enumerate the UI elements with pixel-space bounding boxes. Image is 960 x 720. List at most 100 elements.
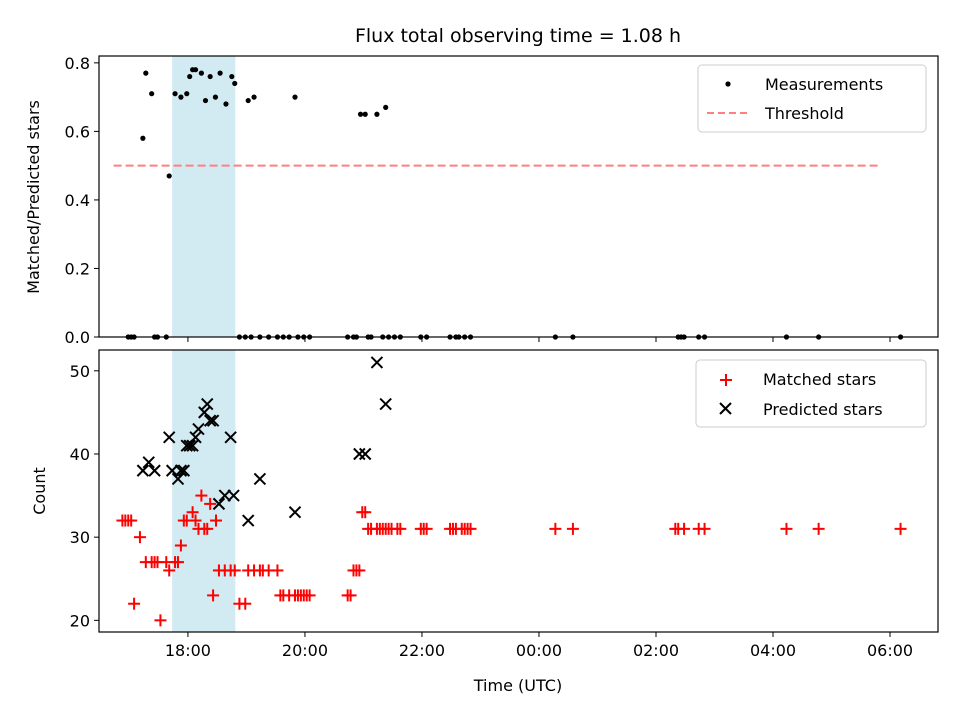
- predicted-stars-point: [201, 397, 214, 411]
- predicted-stars-point: [171, 472, 185, 486]
- legend-label-measurements: Measurements: [765, 75, 883, 94]
- measurements-point: [187, 73, 193, 80]
- measurements-point: [178, 94, 184, 100]
- measurements-point: [166, 173, 172, 179]
- legend-marker-predicted-stars: [719, 402, 732, 415]
- measurements-point: [362, 111, 368, 117]
- matched-stars-point: [195, 489, 208, 502]
- measurements-point: [232, 80, 238, 87]
- matched-stars-point: [171, 556, 184, 569]
- predicted-stars-point: [353, 447, 366, 461]
- bottom-legend-box: [695, 359, 927, 428]
- matched-stars-point: [239, 597, 252, 610]
- bottom-y-tick-label: 20: [70, 611, 90, 630]
- matched-stars-point: [420, 522, 433, 535]
- matched-stars-point: [464, 522, 477, 535]
- top-y-tick-label: 0.4: [65, 191, 90, 210]
- matched-stars-point: [353, 564, 366, 577]
- predicted-stars-point: [192, 422, 205, 436]
- top-y-tick-label: 0.8: [65, 54, 90, 73]
- measurements-point: [202, 97, 209, 104]
- measurements-point: [374, 111, 380, 117]
- predicted-stars-point: [165, 464, 179, 477]
- matched-stars-point: [549, 522, 562, 535]
- predicted-stars-point: [212, 497, 226, 511]
- bottom-x-ticks: 18:00 20:00 22:00 00:00 02:00 04:00 06:00: [165, 632, 913, 660]
- measurements-point: [229, 73, 235, 80]
- predicted-stars-point: [183, 439, 196, 452]
- matched-stars-point: [174, 539, 187, 552]
- legend-label-predicted-stars: Predicted stars: [763, 400, 883, 419]
- bottom-y-tick-label: 40: [70, 445, 90, 464]
- predicted-stars-point: [206, 414, 220, 427]
- predicted-stars-point: [227, 489, 240, 502]
- x-tick-label: 22:00: [399, 641, 445, 660]
- bottom-shaded-band-layer: [172, 350, 236, 632]
- predicted-stars-point: [241, 514, 255, 527]
- measurements-point: [149, 91, 155, 97]
- predicted-stars-point: [370, 356, 384, 369]
- measurements-point: [292, 94, 298, 100]
- measurements-point: [245, 97, 251, 104]
- predicted-stars-point: [189, 431, 202, 444]
- bottom-y-tick-label: 30: [70, 528, 90, 547]
- predicted-stars-point: [218, 489, 231, 502]
- matched-stars-point: [780, 522, 793, 535]
- bottom-series-layer: [116, 356, 907, 627]
- matched-stars-point: [678, 522, 691, 535]
- matched-stars-point: [812, 522, 825, 535]
- matched-stars-point: [154, 614, 167, 627]
- predicted-stars-point: [142, 456, 155, 469]
- bottom-axes-frame: [98, 349, 939, 633]
- top-panel: 0.00.20.40.60.8 Matched/Predicted stars …: [24, 54, 939, 347]
- x-tick-label: 20:00: [282, 641, 328, 660]
- predicted-stars-point: [379, 397, 392, 411]
- top-y-axis-label: Matched/Predicted stars: [24, 100, 43, 294]
- matched-stars-point: [133, 531, 146, 544]
- matched-stars-point: [894, 522, 907, 535]
- x-tick-label: 02:00: [633, 641, 679, 660]
- measurements-point: [198, 70, 204, 76]
- measurements-point: [383, 104, 389, 111]
- matched-stars-point: [359, 506, 372, 519]
- matched-stars-point: [210, 514, 223, 527]
- top-y-tick-label: 0.6: [65, 122, 90, 141]
- predicted-stars-point: [136, 464, 150, 477]
- predicted-stars-point: [177, 464, 191, 477]
- bottom-legend: Matched stars Predicted stars: [695, 359, 927, 428]
- x-tick-label: 04:00: [750, 641, 796, 660]
- matched-stars-point: [271, 564, 284, 577]
- matched-stars-point: [698, 522, 711, 535]
- measurements-point: [192, 67, 199, 73]
- top-legend: Measurements Threshold: [697, 64, 927, 133]
- matched-stars-point: [207, 589, 220, 602]
- predicted-stars-point: [174, 464, 188, 477]
- predicted-stars-point: [163, 431, 176, 444]
- measurements-point: [140, 135, 146, 141]
- predicted-stars-point: [288, 506, 302, 519]
- matched-stars-point: [566, 522, 579, 535]
- top-axes-frame: [98, 55, 939, 338]
- matched-stars-point: [125, 514, 138, 527]
- legend-label-threshold: Threshold: [764, 104, 844, 123]
- bottom-shaded-band: [172, 350, 236, 632]
- measurements-point: [143, 70, 149, 76]
- top-legend-box: [697, 64, 927, 133]
- matched-stars-point: [394, 522, 407, 535]
- matched-stars-point: [128, 597, 141, 610]
- x-tick-label: 06:00: [867, 641, 913, 660]
- chart-title: Flux total observing time = 1.08 h: [355, 25, 681, 47]
- matched-stars-point: [303, 589, 316, 602]
- matched-stars-point: [204, 497, 217, 510]
- x-tick-label: 18:00: [165, 641, 211, 660]
- top-y-tick-label: 0.0: [65, 328, 90, 347]
- measurements-point: [184, 91, 190, 97]
- matched-stars-point: [201, 522, 214, 535]
- matched-stars-point: [344, 589, 357, 602]
- measurements-point: [357, 111, 364, 117]
- predicted-stars-point: [148, 464, 161, 477]
- legend-marker-matched-stars: [720, 374, 732, 386]
- matched-stars-point: [189, 514, 202, 527]
- top-y-ticks: 0.0 0.2 0.4 0.6 0.8: [65, 54, 99, 347]
